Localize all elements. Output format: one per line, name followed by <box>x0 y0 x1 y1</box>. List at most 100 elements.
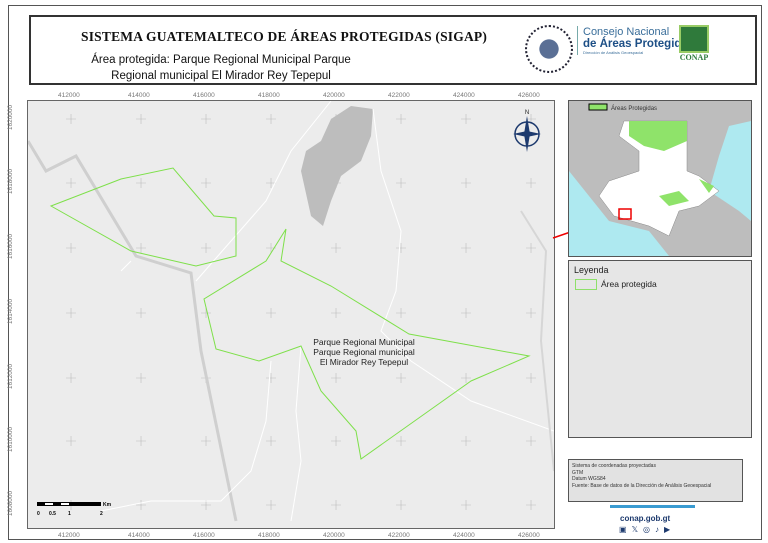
grid-cross <box>396 178 406 188</box>
guatemala-seal-logo <box>525 25 573 73</box>
conap-logo: CONAP <box>679 25 709 65</box>
grid-cross <box>136 373 146 383</box>
info-line: Fuente: Base de datos de la Dirección de… <box>572 482 712 489</box>
north-label: N <box>525 110 529 116</box>
grid-cross <box>266 114 276 124</box>
grid-cross <box>461 308 471 318</box>
grid-cross <box>526 500 536 510</box>
grid-cross <box>136 500 146 510</box>
x-tick-label: 416000 <box>193 92 215 99</box>
scale-bar: 0 0.5 1 2 Km <box>37 502 112 517</box>
road <box>372 108 554 432</box>
grid-cross <box>396 373 406 383</box>
info-line: GTM <box>572 469 584 476</box>
grid-cross <box>526 373 536 383</box>
road <box>290 345 302 522</box>
facebook-icon[interactable]: ▣ <box>619 525 627 534</box>
inset-legend-label: Áreas Protegidas <box>611 105 657 112</box>
instagram-icon[interactable]: ◎ <box>643 525 650 534</box>
area-label: Parque Regional Municipal Parque Regional… <box>313 337 415 367</box>
header: SISTEMA GUATEMALTECO DE ÁREAS PROTEGIDAS… <box>29 15 757 85</box>
grid-cross <box>266 436 276 446</box>
x-tick-label: 416000 <box>193 532 215 539</box>
grid-cross <box>201 308 211 318</box>
grid-cross <box>461 373 471 383</box>
protected-areas-inset <box>629 121 714 206</box>
x-tick-label: 420000 <box>323 532 345 539</box>
legend: Leyenda Área protegida <box>568 260 752 438</box>
grid-cross <box>331 308 341 318</box>
grid-cross <box>201 178 211 188</box>
boundary-line <box>28 140 238 522</box>
grid-cross <box>526 436 536 446</box>
grid-cross <box>66 373 76 383</box>
grid-cross <box>66 436 76 446</box>
grid-cross <box>331 373 341 383</box>
grid-cross <box>396 500 406 510</box>
grid-cross <box>266 308 276 318</box>
page-title: SISTEMA GUATEMALTECO DE ÁREAS PROTEGIDAS… <box>81 29 488 44</box>
grid-cross <box>201 114 211 124</box>
grid-cross <box>461 436 471 446</box>
x-tick-label: 412000 <box>58 92 80 99</box>
road <box>100 260 272 512</box>
grid-cross <box>66 243 76 253</box>
map-info-box: Sistema de coordenadas proyectadas GTM D… <box>568 459 743 502</box>
inset-locator-map: Áreas Protegidas <box>568 100 752 257</box>
youtube-icon[interactable]: ▶ <box>664 525 671 534</box>
grid-cross <box>266 500 276 510</box>
grid-cross <box>396 114 406 124</box>
grid-cross <box>461 114 471 124</box>
grid-cross <box>201 436 211 446</box>
inset-legend-swatch <box>588 103 608 111</box>
grid-cross <box>461 178 471 188</box>
legend-item-label: Área protegida <box>601 279 657 289</box>
grid-cross <box>396 436 406 446</box>
x-tick-label: 426000 <box>518 532 540 539</box>
grid-cross <box>461 243 471 253</box>
grid-cross <box>331 500 341 510</box>
grid-cross <box>136 114 146 124</box>
logo-line2: de Áreas Protegidas <box>583 38 695 50</box>
conap-logo-text: Consejo Nacional de Áreas Protegidas Dir… <box>577 26 694 55</box>
protected-area-polygon-west <box>49 167 237 267</box>
info-line: Sistema de coordenadas proyectadas <box>572 463 656 469</box>
x-tick-label: 414000 <box>128 532 150 539</box>
x-tick-label: 412000 <box>58 532 80 539</box>
x-tick-label: 418000 <box>258 532 280 539</box>
road <box>195 101 332 282</box>
svg-text:2: 2 <box>100 511 103 517</box>
grid-cross <box>136 308 146 318</box>
x-tick-label: 422000 <box>388 92 410 99</box>
grid-cross <box>201 500 211 510</box>
legend-title: Leyenda <box>574 265 609 275</box>
main-map[interactable]: Parque Regional Municipal Parque Regional… <box>27 100 555 529</box>
website-link[interactable]: conap.gob.gt <box>620 514 671 523</box>
north-arrow: N <box>513 110 541 152</box>
svg-text:0: 0 <box>37 511 40 517</box>
location-box <box>618 208 632 220</box>
logo-line3: Dirección de Análisis Geoespacial <box>583 50 644 55</box>
lake <box>301 106 373 226</box>
grid-cross <box>136 178 146 188</box>
grid-cross <box>396 243 406 253</box>
grid-cross <box>136 243 146 253</box>
logo-line1: Consejo Nacional <box>583 26 670 38</box>
info-line: Datum WGS84 <box>572 476 606 482</box>
tiktok-icon[interactable]: ♪ <box>655 525 659 534</box>
page-subtitle: Área protegida: Parque Regional Municipa… <box>91 54 351 82</box>
grid-cross <box>266 178 276 188</box>
guatemala <box>598 120 720 237</box>
grid-cross <box>66 114 76 124</box>
grid-cross <box>266 373 276 383</box>
conap-label: CONAP <box>679 53 709 62</box>
grid-cross <box>331 436 341 446</box>
svg-text:Km: Km <box>103 502 112 508</box>
grid-cross <box>136 436 146 446</box>
footer-divider <box>610 505 695 508</box>
legend-swatch <box>575 279 597 290</box>
social-icons: ▣ 𝕏 ◎ ♪ ▶ <box>619 525 670 534</box>
x-icon[interactable]: 𝕏 <box>631 525 639 534</box>
road <box>520 210 554 472</box>
grid-cross <box>461 500 471 510</box>
